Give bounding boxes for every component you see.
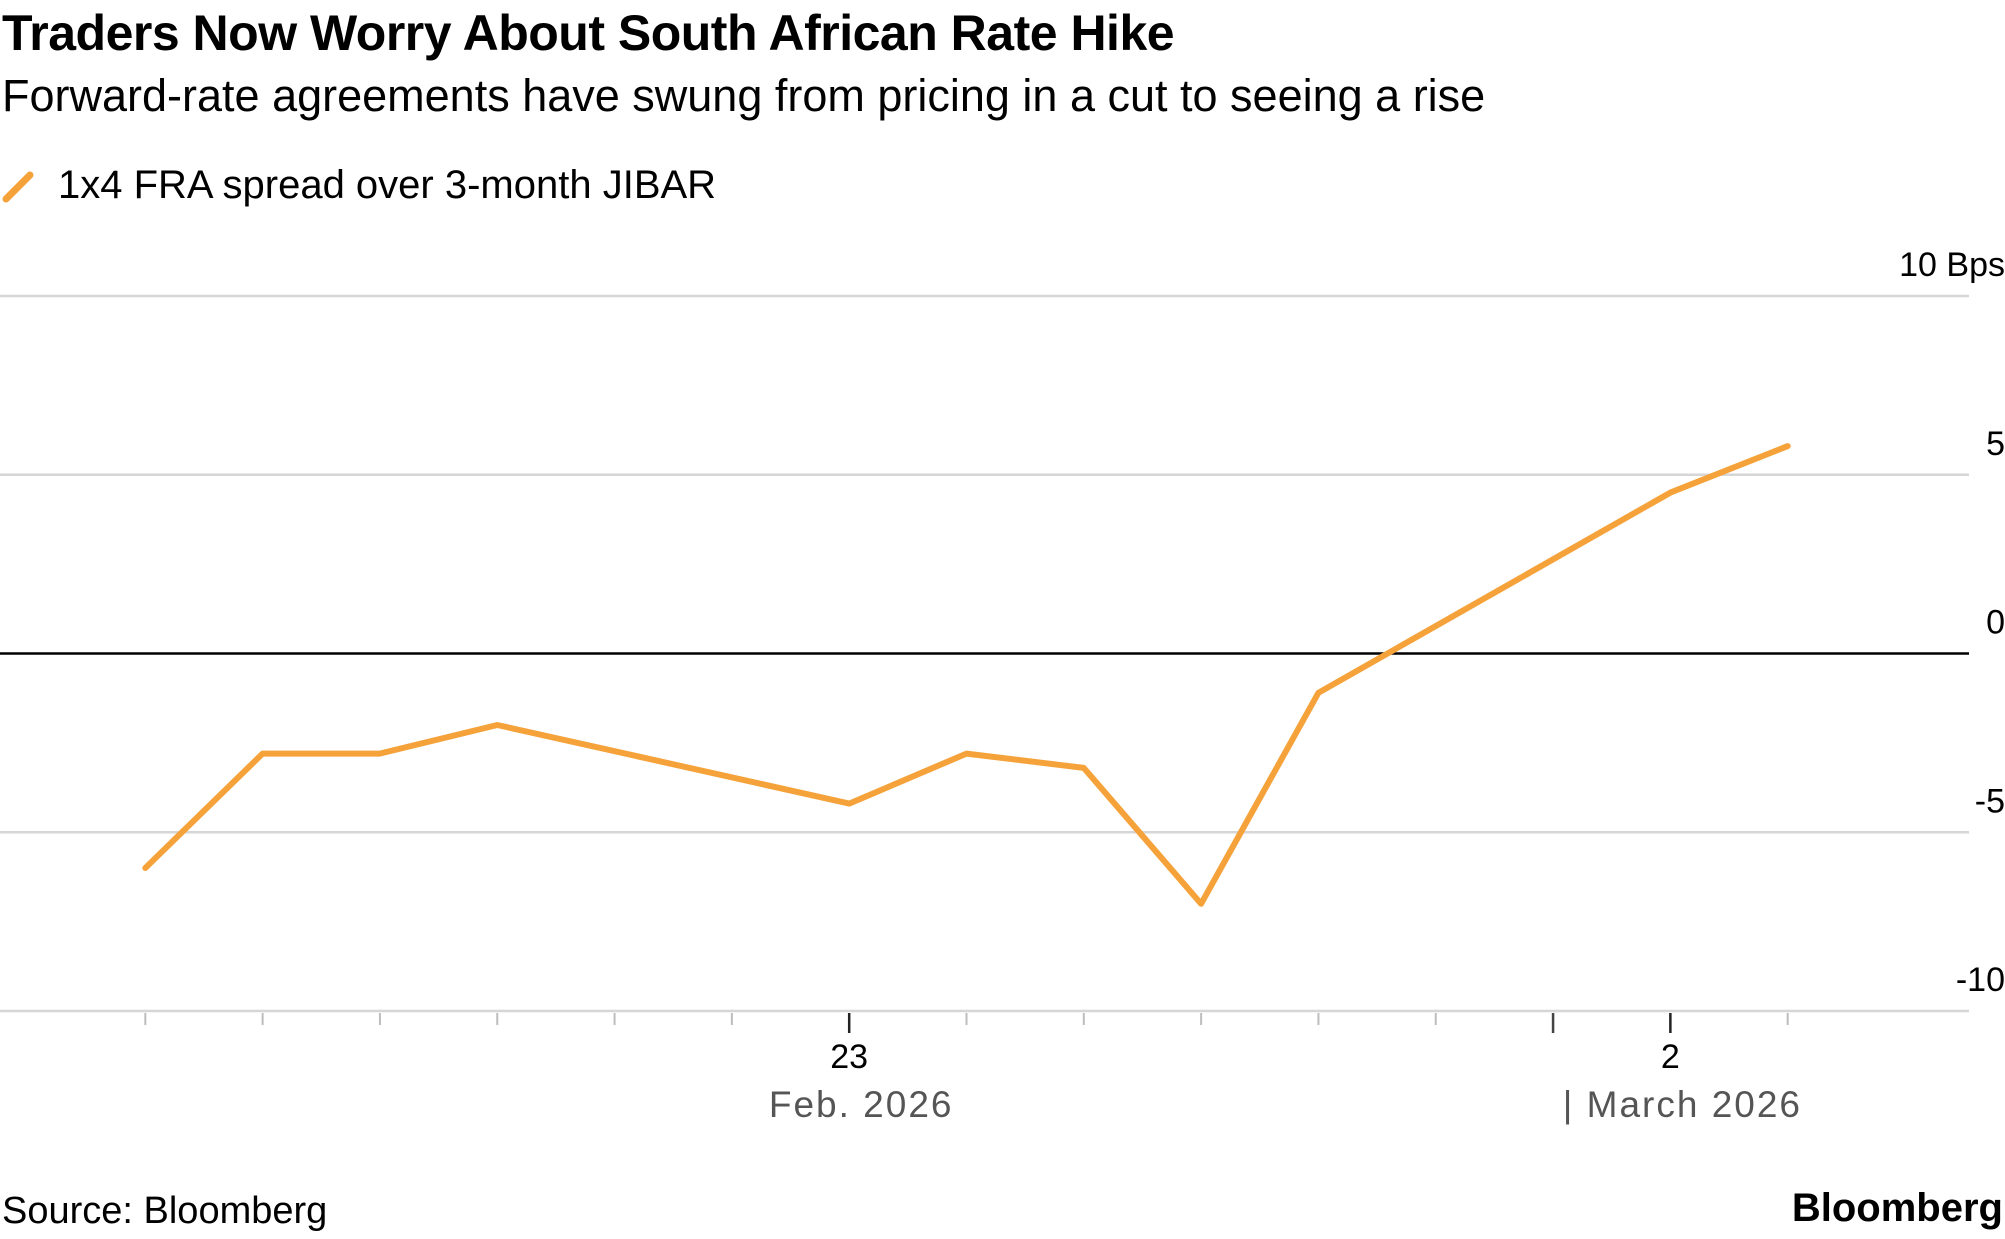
source-note: Source: Bloomberg xyxy=(2,1190,328,1232)
month-label: | March 2026 xyxy=(1563,1084,1802,1125)
chart-title: Traders Now Worry About South African Ra… xyxy=(2,5,1175,61)
y-tick-label: -5 xyxy=(1975,782,2005,820)
legend: 1x4 FRA spread over 3-month JIBAR xyxy=(0,160,716,210)
series-line xyxy=(142,443,1791,907)
bloomberg-logo: Bloomberg xyxy=(1791,1186,2003,1230)
x-tick-label: 2 xyxy=(1661,1038,1680,1076)
y-tick-label: 10 Bps xyxy=(1899,246,2005,284)
month-label: Feb. 2026 xyxy=(769,1084,954,1125)
legend-swatch-icon xyxy=(2,171,34,203)
y-tick-label: -10 xyxy=(1956,961,2005,999)
y-tick-label: 0 xyxy=(1986,604,2005,642)
x-tick-label: 23 xyxy=(830,1038,868,1076)
chart-subtitle: Forward-rate agreements have swung from … xyxy=(2,70,1486,121)
legend-label: 1x4 FRA spread over 3-month JIBAR xyxy=(58,162,717,207)
y-tick-label: 5 xyxy=(1986,425,2005,463)
